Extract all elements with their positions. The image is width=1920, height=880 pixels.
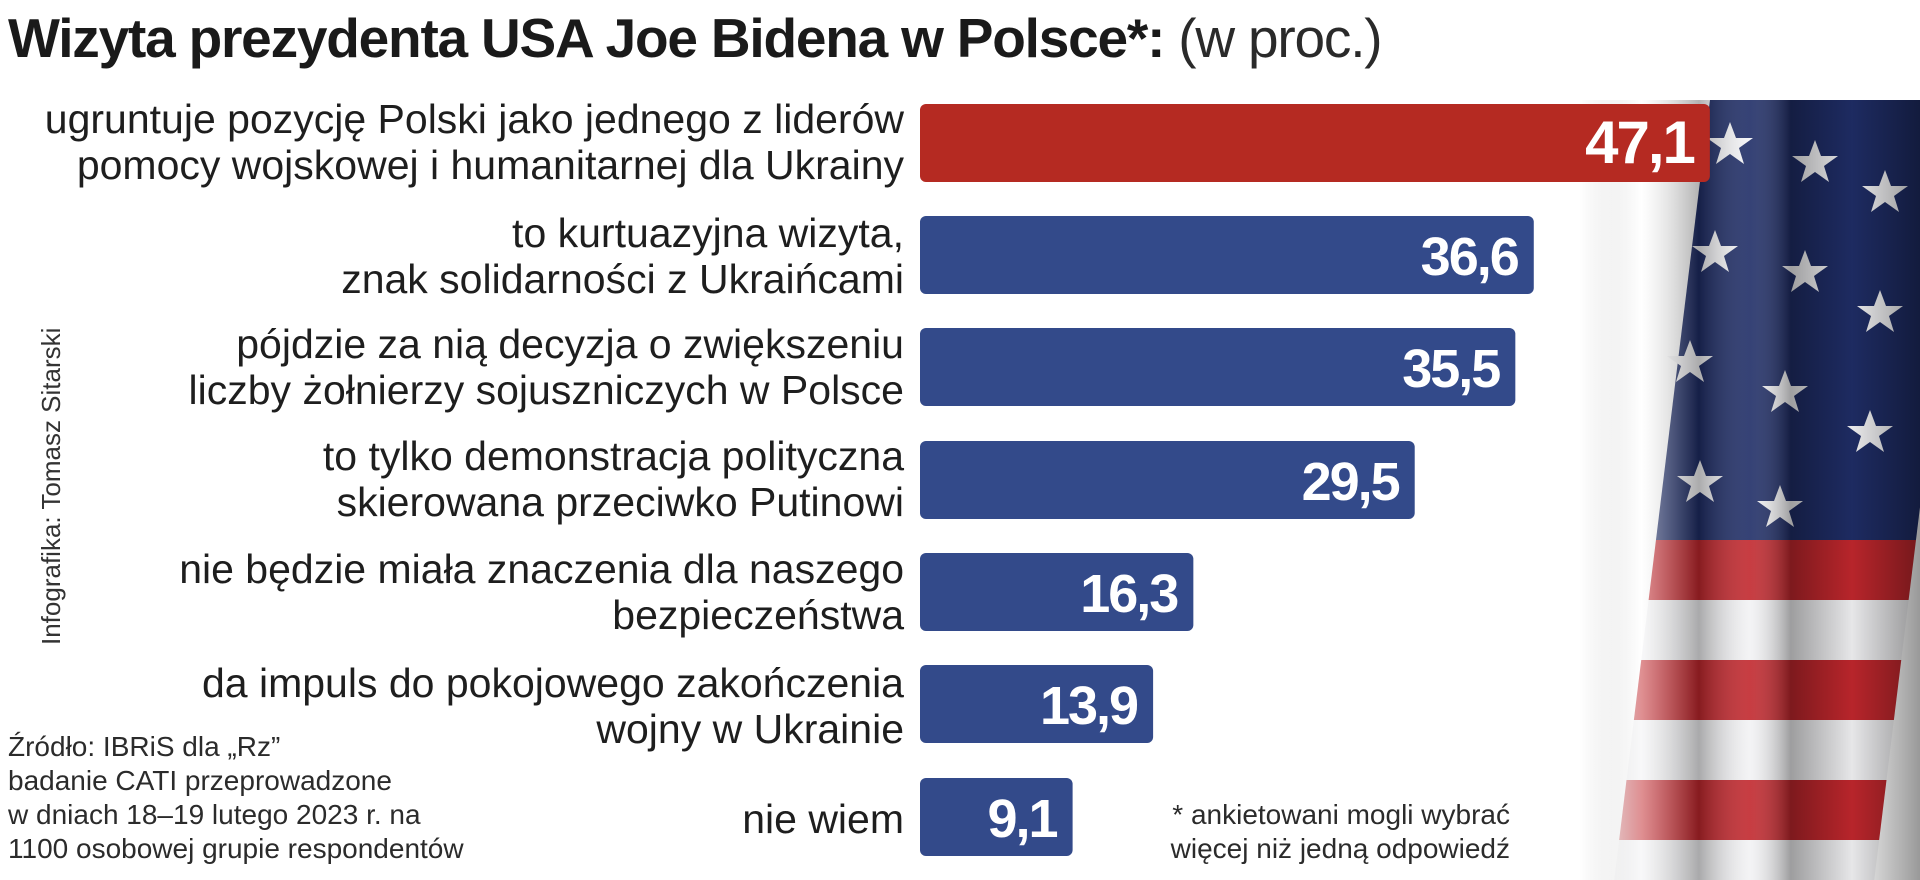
category-label-line: to kurtuazyjna wizyta, bbox=[512, 210, 904, 256]
category-label-line: znak solidarności z Ukraińcami bbox=[341, 256, 904, 302]
footnote-line: * ankietowani mogli wybrać bbox=[1172, 799, 1510, 830]
source-line: w dniach 18–19 lutego 2023 r. na bbox=[8, 799, 421, 830]
bar-value-label: 16,3 bbox=[1080, 564, 1178, 624]
category-label-line: bezpieczeństwa bbox=[612, 592, 904, 638]
bar-value-label: 47,1 bbox=[1585, 109, 1694, 176]
category-label-line: pójdzie za nią decyzja o zwiększeniu bbox=[236, 321, 904, 367]
footnote-line: więcej niż jedną odpowiedź bbox=[1170, 833, 1510, 864]
source-note: Źródło: IBRiS dla „Rz” badanie CATI prze… bbox=[8, 730, 464, 866]
category-label: to kurtuazyjna wizyta, znak solidarności… bbox=[24, 210, 904, 302]
bar bbox=[920, 778, 1073, 856]
bar bbox=[920, 328, 1516, 406]
bar bbox=[920, 104, 1710, 182]
category-label: nie wiem bbox=[24, 796, 904, 842]
chart-title: Wizyta prezydenta USA Joe Bidena w Polsc… bbox=[8, 6, 1383, 70]
category-label: ugruntuje pozycję Polski jako jednego z … bbox=[24, 96, 904, 188]
category-label-line: to tylko demonstracja polityczna bbox=[322, 433, 904, 479]
bar bbox=[920, 216, 1534, 294]
category-label-line: wojny w Ukrainie bbox=[596, 706, 904, 752]
category-label: nie będzie miała znaczenia dla naszego b… bbox=[24, 546, 904, 638]
bar-value-label: 35,5 bbox=[1402, 339, 1500, 399]
us-flag-image bbox=[1580, 100, 1920, 880]
category-label-line: skierowana przeciwko Putinowi bbox=[336, 479, 904, 525]
category-label-line: nie wiem bbox=[742, 796, 904, 842]
bar bbox=[920, 665, 1154, 743]
footnote: * ankietowani mogli wybrać więcej niż je… bbox=[1120, 798, 1510, 866]
bar-value-label: 29,5 bbox=[1302, 452, 1400, 512]
category-label-line: liczby żołnierzy sojuszniczych w Polsce bbox=[188, 367, 904, 413]
source-line: 1100 osobowej grupie respondentów bbox=[8, 833, 464, 864]
category-label-line: da impuls do pokojowego zakończenia bbox=[201, 660, 904, 706]
bar-value-label: 9,1 bbox=[988, 789, 1058, 849]
category-label: pójdzie za nią decyzja o zwiększeniu lic… bbox=[24, 321, 904, 413]
bar-value-label: 36,6 bbox=[1421, 227, 1519, 287]
category-label: da impuls do pokojowego zakończenia wojn… bbox=[24, 660, 904, 752]
bar bbox=[920, 553, 1194, 631]
category-label-line: ugruntuje pozycję Polski jako jednego z … bbox=[44, 96, 904, 142]
bar-value-label: 13,9 bbox=[1040, 676, 1138, 736]
title-unit: (w proc.) bbox=[1178, 7, 1382, 69]
category-label: to tylko demonstracja polityczna skierow… bbox=[24, 433, 904, 525]
bar bbox=[920, 441, 1415, 519]
source-line: Źródło: IBRiS dla „Rz” bbox=[8, 731, 281, 762]
title-main: Wizyta prezydenta USA Joe Bidena w Polsc… bbox=[8, 7, 1165, 69]
category-label-line: nie będzie miała znaczenia dla naszego bbox=[179, 546, 904, 592]
source-line: badanie CATI przeprowadzone bbox=[8, 765, 392, 796]
category-label-line: pomocy wojskowej i humanitarnej dla Ukra… bbox=[76, 142, 904, 188]
